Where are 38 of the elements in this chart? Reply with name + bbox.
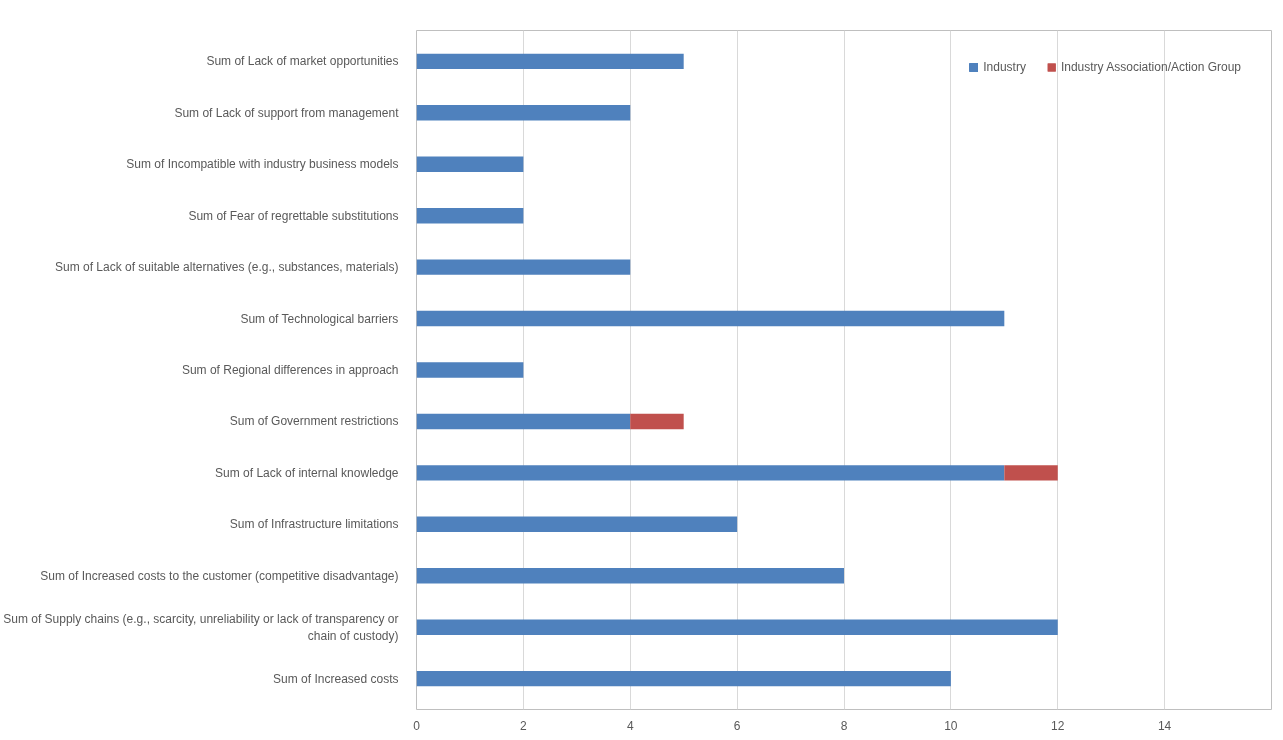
x-tick-label: 12 <box>1051 718 1065 733</box>
bar <box>416 465 1005 481</box>
bar <box>416 670 951 687</box>
bar <box>1004 465 1058 481</box>
y-tick-label: Sum of Lack of support from management <box>174 105 400 120</box>
y-tick-label: Sum of Supply chains (e.g., scarcity, unreliability or lack of transparency or chain of custody) <box>3 611 399 643</box>
legend-label: Industry <box>983 60 1026 74</box>
y-tick-label: Sum of Regional differences in approach <box>181 363 399 377</box>
x-tick-label: 8 <box>840 718 848 733</box>
y-tick-label: Sum of Incompatible with industry business models <box>126 157 399 172</box>
bar <box>416 156 524 172</box>
x-tick-label: 2 <box>520 718 528 733</box>
bar <box>630 413 684 430</box>
y-tick-label: Sum of Infrastructure limitations <box>229 517 399 532</box>
bar <box>416 310 1005 327</box>
x-tick-label: 4 <box>626 718 634 733</box>
bar <box>416 619 1058 635</box>
y-tick-label: Sum of Government restrictions <box>229 414 399 429</box>
bar <box>416 568 844 584</box>
bar <box>416 207 524 224</box>
y-tick-label: Sum of Technological barriers <box>240 311 399 326</box>
bar <box>416 516 738 533</box>
x-tick-label: 0 <box>413 718 421 733</box>
x-tick-label: 6 <box>733 718 741 733</box>
y-tick-label: Sum of Lack of market opportunities <box>206 54 399 69</box>
bar <box>416 362 524 378</box>
y-tick-label: Sum of Lack of suitable alternatives (e.g., substances, materials) <box>55 260 399 275</box>
y-tick-label: Sum of Fear of regrettable substitutions <box>188 208 399 223</box>
y-tick-label: Sum of Lack of internal knowledge <box>215 465 399 480</box>
legend-label: Industry Association/Action Group <box>1060 60 1241 74</box>
y-tick-label: Sum of Increased costs to the customer (competitive disadvantage) <box>40 568 399 583</box>
y-tick-label: Sum of Increased costs <box>273 671 399 686</box>
x-tick-label: 10 <box>944 718 958 733</box>
bar <box>416 53 684 70</box>
bar <box>416 105 631 121</box>
x-tick-label: 14 <box>1157 718 1172 733</box>
bar <box>416 413 631 430</box>
bar <box>416 259 631 275</box>
